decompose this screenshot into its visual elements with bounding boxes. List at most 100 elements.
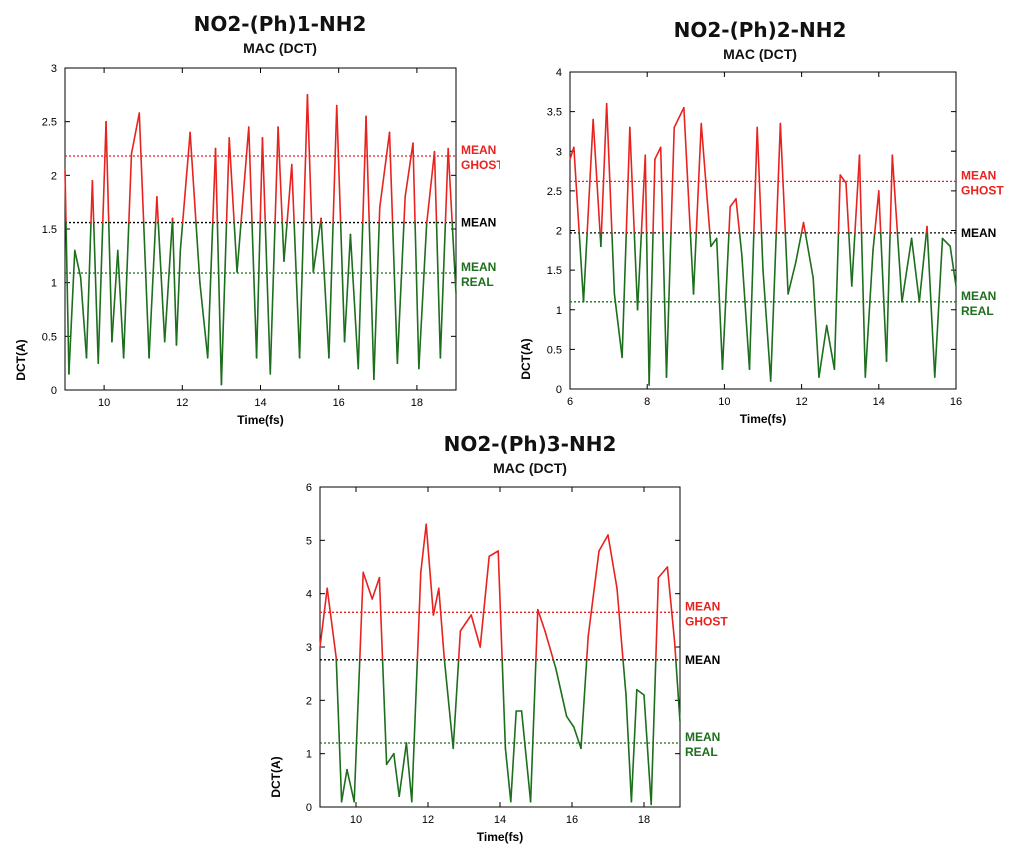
y-tick-label: 1 [306,749,312,761]
x-tick-label: 12 [422,814,434,826]
series-segment [216,221,223,386]
series-segment [926,232,936,378]
series-segment [444,147,449,224]
series-segment [396,221,405,364]
x-tick-label: 12 [176,397,188,409]
series-segment [635,688,645,696]
series-segment [740,253,751,370]
series-segment [891,154,899,234]
series-segment [585,635,590,661]
series-segment [675,659,681,723]
series-segment [729,198,737,208]
mean-label-line: MEAN [461,260,496,274]
series-segment [416,571,422,661]
series-segment [358,571,364,661]
series-segment [501,659,507,750]
series-segment [97,221,104,364]
series-segment [582,232,588,303]
series-segment [255,221,261,359]
series-segment [837,174,842,234]
series-segment [644,154,648,234]
chart-svg: 0 0.5 1 1.5 2 2.5 3 10 12 14 16 18 Time(fs) DCT(A) MEA… [14,63,500,427]
mean-line-label: MEAN REAL [961,289,996,318]
series-segment [236,221,242,273]
series-segment [179,221,184,252]
series-segment [795,232,803,264]
series-segment [171,221,178,346]
chart-subtitle: MAC (DCT) [723,46,797,62]
series-segment [418,222,428,370]
series-segment [630,688,638,803]
series-segment [873,190,880,234]
series-segment [787,261,797,295]
series-segment [652,158,656,234]
series-segment [901,237,913,303]
mean-label-line: MEAN [961,168,996,182]
series-segment [439,221,447,359]
series-segment [298,221,305,359]
series-segment [592,118,601,234]
series-segment [689,232,695,295]
series-segment [650,659,657,806]
series-segment [850,232,856,287]
series-segment [214,147,219,224]
series-segment [290,163,295,224]
series-segment [858,154,863,234]
series-segment [600,232,603,248]
series-segment [877,190,882,234]
x-axis-label: Time(fs) [740,412,786,426]
series-segment [918,232,928,303]
series-segment [845,182,850,234]
y-tick-label: 6 [306,482,312,494]
y-tick-label: 1 [556,305,562,317]
series-segment [447,147,453,224]
series-segment [573,146,581,234]
series-segment [885,232,891,363]
series-segment [775,122,782,234]
series-segment [393,752,400,798]
y-tick-label: 3 [51,63,57,75]
series-segment [586,118,594,234]
series-segment [332,104,338,224]
x-tick-label: 16 [566,814,578,826]
y-tick-label: 1.5 [42,224,57,236]
x-axis-label: Time(fs) [477,830,523,844]
series-segment [509,710,518,803]
series-segment [640,154,647,234]
series-segment [91,179,95,224]
y-tick-label: 1 [51,278,57,290]
series-segment [949,245,957,287]
y-tick-label: 2.5 [42,117,57,129]
series-segment [683,106,692,234]
series-segment [616,587,624,661]
series-segment [277,126,284,224]
series-segment [700,122,711,234]
y-tick-label: 4 [556,67,562,79]
series-segment [101,120,107,224]
y-axis-label: DCT(A) [14,339,28,380]
mean-label-line: GHOST [461,158,500,172]
series-segment [769,232,778,382]
series-segment [378,206,381,224]
series-segment [565,715,575,728]
series-segment [860,232,867,378]
series-segment [432,587,440,616]
series-segment [425,523,435,616]
series-segment [85,221,92,359]
series-segment [107,221,113,343]
series-segment [302,94,309,224]
series-segment [391,221,399,364]
mean-line-label: MEAN GHOST [685,599,728,628]
series-segment [116,249,125,359]
mean-line-label: MEAN [685,653,720,667]
series-segment [607,534,618,590]
series-segment [654,146,662,160]
series-segment [269,221,276,375]
series-segment [833,232,840,370]
series-segment [414,221,420,370]
mean-line-label: MEAN GHOST [461,143,500,172]
plot-frame [569,71,957,390]
mean-label-line: REAL [461,275,494,289]
series-segment [68,249,76,375]
